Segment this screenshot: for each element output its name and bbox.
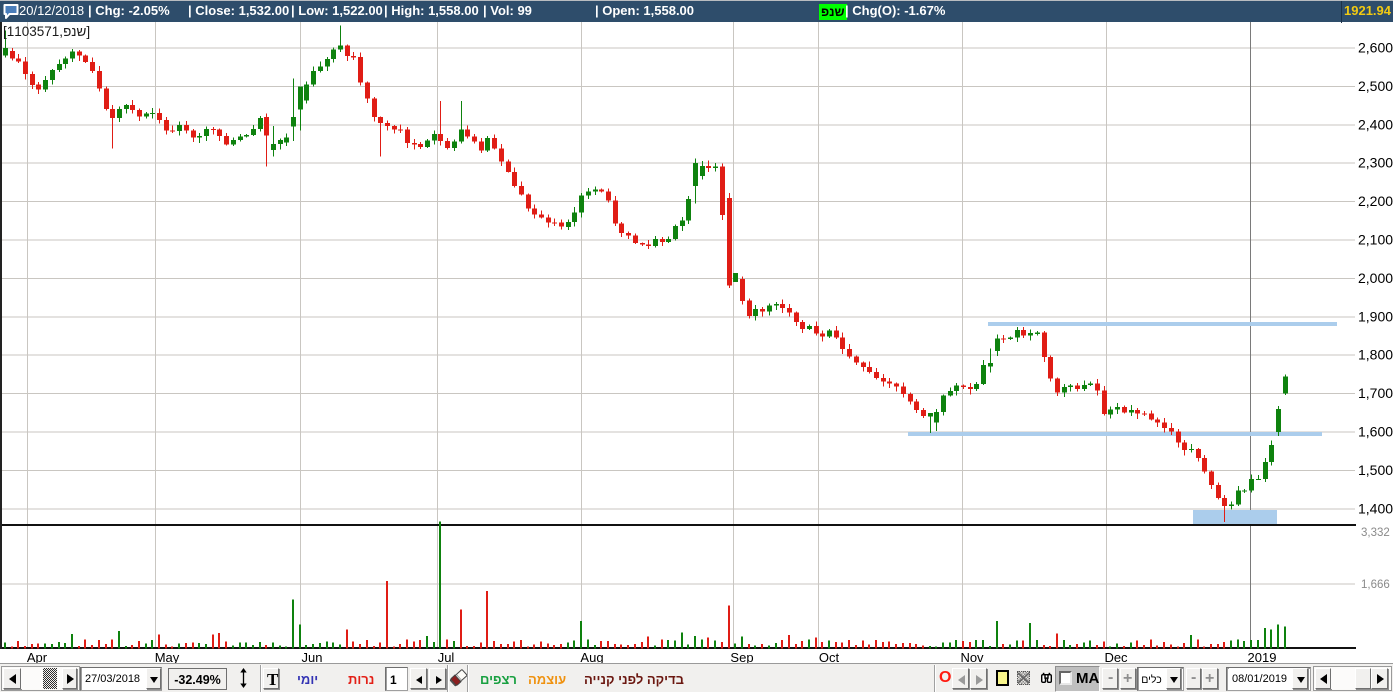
svg-text:2,500: 2,500 bbox=[1358, 78, 1393, 94]
svg-text:2,400: 2,400 bbox=[1358, 116, 1393, 132]
svg-text:1,400: 1,400 bbox=[1358, 500, 1393, 516]
svg-text:Aug: Aug bbox=[580, 650, 603, 665]
svg-text:2,000: 2,000 bbox=[1358, 270, 1393, 286]
svg-text:1,900: 1,900 bbox=[1358, 308, 1393, 324]
svg-text:May: May bbox=[155, 650, 180, 665]
svg-text:[1103571,שנפ]: [1103571,שנפ] bbox=[3, 24, 90, 39]
svg-text:Oct: Oct bbox=[819, 650, 840, 665]
svg-text:2,300: 2,300 bbox=[1358, 155, 1393, 171]
svg-text:Nov: Nov bbox=[960, 650, 984, 665]
svg-text:1,700: 1,700 bbox=[1358, 385, 1393, 401]
svg-text:1,666: 1,666 bbox=[1361, 579, 1390, 591]
svg-text:Jun: Jun bbox=[302, 650, 323, 665]
svg-text:1,600: 1,600 bbox=[1358, 424, 1393, 440]
svg-text:1,800: 1,800 bbox=[1358, 347, 1393, 363]
svg-text:Jul: Jul bbox=[438, 650, 455, 665]
svg-text:Dec: Dec bbox=[1104, 650, 1128, 665]
svg-text:Apr: Apr bbox=[27, 650, 48, 665]
svg-text:1,500: 1,500 bbox=[1358, 462, 1393, 478]
svg-text:2019: 2019 bbox=[1248, 650, 1277, 665]
svg-text:2,100: 2,100 bbox=[1358, 232, 1393, 248]
svg-text:2,600: 2,600 bbox=[1358, 40, 1393, 56]
svg-text:Sep: Sep bbox=[730, 650, 753, 665]
svg-text:2,200: 2,200 bbox=[1358, 193, 1393, 209]
svg-text:3,332: 3,332 bbox=[1361, 527, 1390, 539]
